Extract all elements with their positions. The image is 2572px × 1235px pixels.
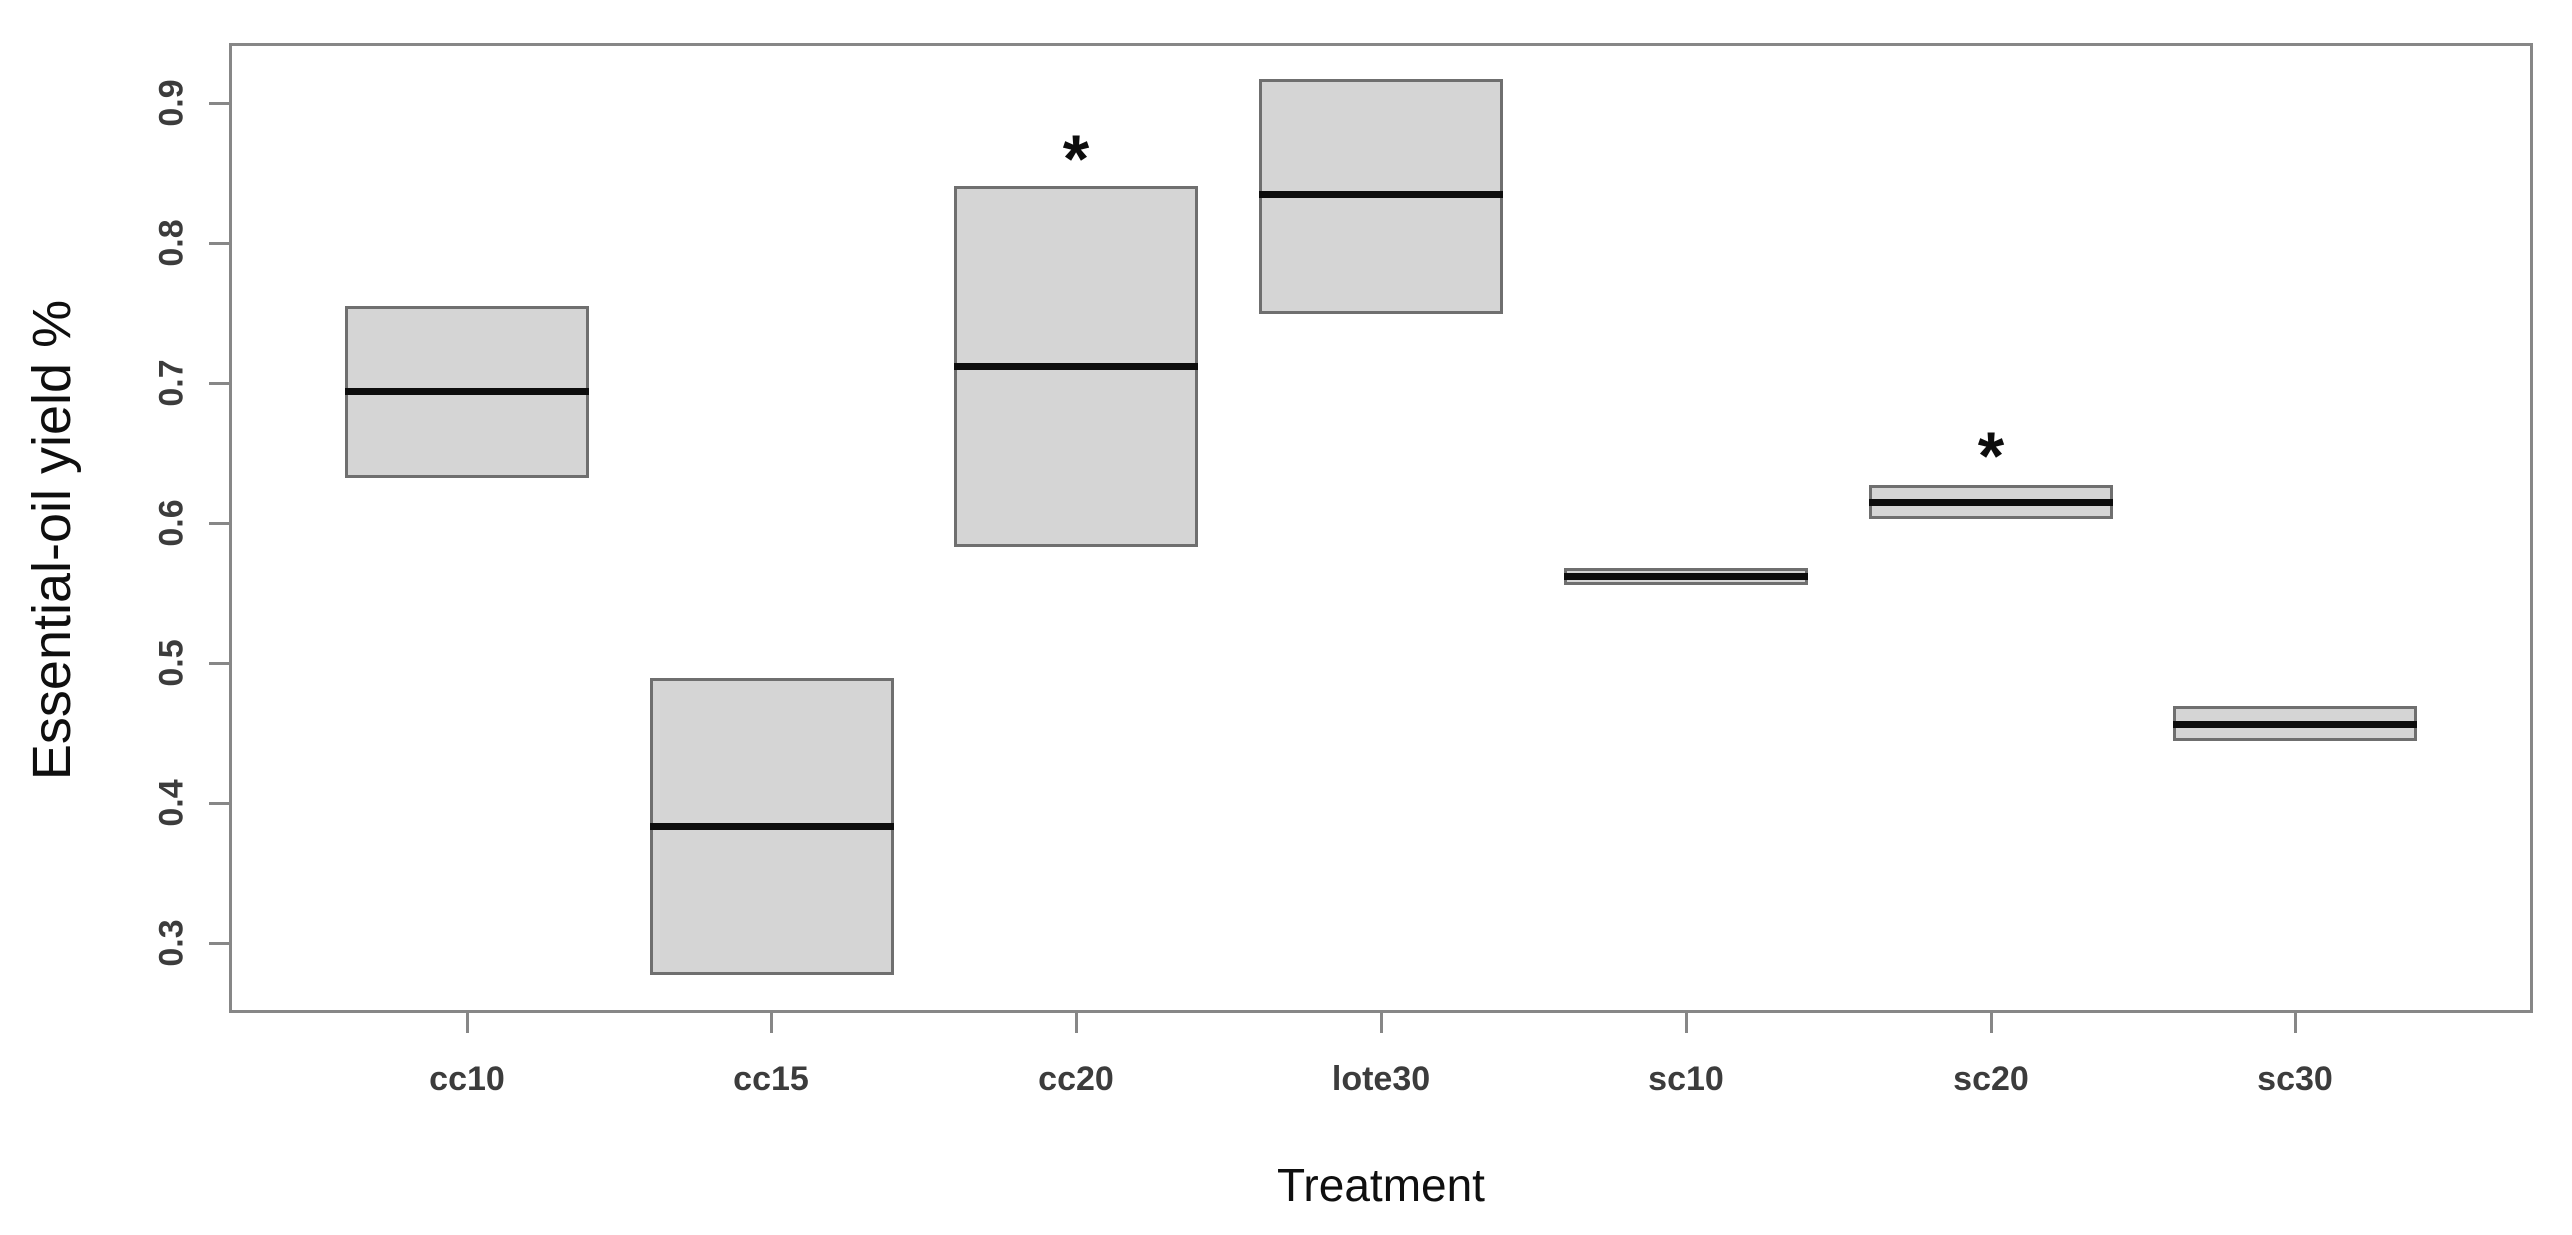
y-axis-tick (209, 522, 229, 525)
x-axis-tick (1075, 1013, 1078, 1033)
y-axis-tick (209, 242, 229, 245)
x-axis-tick (770, 1013, 773, 1033)
y-axis-tick (209, 662, 229, 665)
y-axis-tick (209, 942, 229, 945)
x-axis-tick (1380, 1013, 1383, 1033)
y-tick-label: 0.7 (152, 359, 191, 407)
x-axis-tick (1990, 1013, 1993, 1033)
x-axis-tick (2294, 1013, 2297, 1033)
median-line-sc10 (1564, 573, 1808, 580)
x-tick-label: cc20 (1038, 1060, 1114, 1098)
significance-asterisk-sc20: * (1977, 418, 2005, 494)
y-tick-label: 0.8 (152, 219, 191, 267)
y-axis-tick (209, 382, 229, 385)
x-axis-tick (466, 1013, 469, 1033)
x-axis-title: Treatment (1277, 1159, 1485, 1211)
y-axis-title: Essential-oil yield % (22, 299, 82, 781)
x-axis-tick (1685, 1013, 1688, 1033)
x-tick-label: sc10 (1648, 1060, 1724, 1098)
y-axis-tick (209, 802, 229, 805)
x-tick-label: cc10 (429, 1060, 505, 1098)
x-tick-label: cc15 (733, 1060, 809, 1098)
median-line-cc15 (650, 823, 894, 830)
median-line-lote30 (1259, 191, 1503, 198)
x-tick-label: sc30 (2257, 1060, 2333, 1098)
median-line-sc30 (2173, 721, 2417, 728)
y-tick-label: 0.4 (152, 779, 191, 827)
x-tick-label: sc20 (1953, 1060, 2029, 1098)
y-tick-label: 0.9 (152, 79, 191, 127)
y-tick-label: 0.6 (152, 499, 191, 547)
x-tick-label: lote30 (1331, 1060, 1431, 1098)
median-line-cc10 (345, 388, 589, 395)
y-tick-label: 0.5 (152, 639, 191, 687)
significance-asterisk-cc20: * (1062, 121, 1090, 197)
median-line-sc20 (1869, 499, 2113, 506)
median-line-cc20 (954, 363, 1198, 370)
y-tick-label: 0.3 (152, 919, 191, 967)
y-axis-tick (209, 102, 229, 105)
